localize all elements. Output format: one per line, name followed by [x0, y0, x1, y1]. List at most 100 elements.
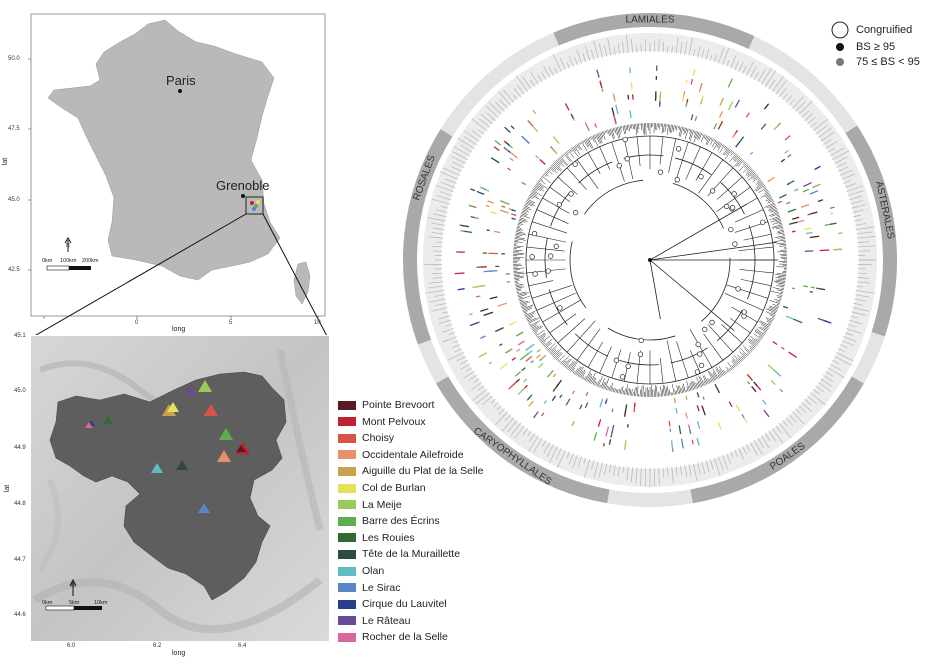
scale-label: 200km: [82, 258, 99, 264]
site-marker-la-meije: [198, 380, 212, 392]
clade-label: ASTERALES: [873, 180, 896, 240]
inset-site-cluster: [254, 204, 258, 208]
node-marker: [637, 351, 644, 357]
inset-site-cluster: [250, 201, 254, 205]
y-axis-title: lat: [2, 157, 10, 166]
tree-legend-label: BS ≥ 95: [856, 41, 896, 53]
site-marker-olan: [151, 463, 163, 473]
legend-label: Choisy: [362, 432, 395, 445]
inset-scale-label: 5km: [69, 600, 80, 606]
corsica-outline: [293, 261, 311, 305]
clade-band: [553, 12, 755, 49]
tree-legend-bs95: BS ≥ 95: [834, 41, 895, 53]
city-label-grenoble: Grenoble: [216, 178, 270, 193]
node-marker: [702, 326, 708, 333]
inset-y-tick: 44.6: [14, 612, 26, 618]
legend-label: Barre des Écrins: [362, 515, 440, 528]
legend-item: Cirque du Lauvitel: [338, 597, 447, 611]
node-marker: [624, 156, 630, 162]
x-axis-title: long: [172, 326, 186, 333]
legend-label: Le Râteau: [362, 614, 411, 627]
site-marker-barre-des-ecrins: [219, 428, 233, 440]
scale-label: 100km: [60, 258, 77, 264]
legend-swatch: [338, 417, 356, 427]
paris-dot: [178, 89, 182, 93]
legend-label: Tête de la Muraillette: [362, 548, 461, 561]
inset-site-cluster: [252, 207, 256, 211]
legend-item: Olan: [338, 564, 384, 578]
node-marker: [698, 173, 704, 180]
node-marker: [698, 362, 705, 369]
legend-swatch: [338, 516, 356, 526]
clade-band: [403, 129, 453, 345]
node-marker: [572, 161, 578, 167]
legend-swatch: [338, 566, 356, 576]
legend-swatch: [338, 599, 356, 609]
legend-label: Mont Pelvoux: [362, 415, 426, 428]
node-marker: [572, 209, 579, 216]
inset-y-tick: 44.8: [14, 501, 26, 507]
scale-bar-segment: [69, 266, 91, 270]
inset-map-svg: [31, 336, 329, 641]
site-marker-col-de-burlan: [167, 402, 179, 412]
legend-swatch: [338, 500, 356, 510]
node-marker: [735, 286, 741, 292]
legend-swatch: [338, 483, 356, 493]
legend-item: Barre des Écrins: [338, 514, 440, 528]
node-marker: [723, 203, 730, 210]
inset-y-axis-title: lat: [4, 484, 12, 493]
legend-label: Cirque du Lauvitel: [362, 598, 447, 611]
inset-y-tick: 44.9: [14, 445, 26, 451]
legend-swatch: [338, 616, 356, 626]
node-marker: [729, 205, 736, 211]
node-marker: [694, 369, 701, 375]
inset-locator-box: [245, 196, 264, 215]
legend-label: La Meije: [362, 498, 402, 511]
node-marker: [625, 363, 631, 369]
inset-x-axis-title: long: [172, 650, 186, 657]
inset-y-tick: 44.7: [14, 557, 26, 563]
inset-x-tick: 6.0: [67, 643, 76, 649]
legend-label: Occidentale Ailefroide: [362, 448, 464, 461]
clade-band: [436, 376, 610, 504]
tree-legend-label: 75 ≤ BS < 95: [856, 56, 920, 68]
legend-item: Occidentale Ailefroide: [338, 448, 464, 462]
node-marker: [553, 243, 559, 249]
legend-item: Le Sirac: [338, 581, 401, 595]
legend-swatch: [338, 583, 356, 593]
y-tick-label: 50.0: [8, 56, 20, 62]
inset-scale-segment: [45, 605, 75, 611]
legend-item: Tête de la Muraillette: [338, 547, 460, 561]
node-marker: [709, 319, 715, 326]
node-marker: [732, 241, 738, 247]
node-marker: [531, 231, 538, 237]
france-outline: [47, 19, 281, 281]
legend-label: Pointe Brevoort: [362, 399, 435, 411]
inset-y-tick: 45.1: [14, 333, 26, 339]
legend-label: Les Rouies: [362, 531, 415, 544]
node-marker: [675, 146, 682, 152]
legend-item: Pointe Brevoort: [338, 398, 434, 412]
clade-label: LAMIALES: [626, 15, 675, 26]
legend-swatch: [338, 466, 356, 476]
legend-label: Le Sirac: [362, 581, 401, 594]
node-marker: [548, 253, 554, 259]
node-marker: [619, 374, 626, 380]
scale-label: 0km: [42, 258, 53, 264]
node-marker: [613, 357, 620, 363]
node-marker: [709, 188, 716, 194]
legend-label: Olan: [362, 565, 385, 577]
tree-legend-congruified: Congruified: [830, 20, 912, 40]
legend-item: La Meije: [338, 498, 402, 512]
tree-legend-bs75: 75 ≤ BS < 95: [834, 56, 920, 68]
x-tick-label: 5: [229, 320, 233, 326]
legend-item: Mont Pelvoux: [338, 415, 426, 429]
node-marker: [568, 191, 574, 197]
legend-label: Col de Burlan: [362, 482, 426, 494]
inset-north-arrow-head-icon: [69, 578, 77, 587]
inset-site-cluster: [256, 200, 260, 204]
site-marker-le-rateau: [185, 386, 197, 396]
node-marker: [657, 169, 664, 175]
y-tick-label: 45.0: [8, 197, 20, 203]
node-marker: [697, 351, 703, 357]
